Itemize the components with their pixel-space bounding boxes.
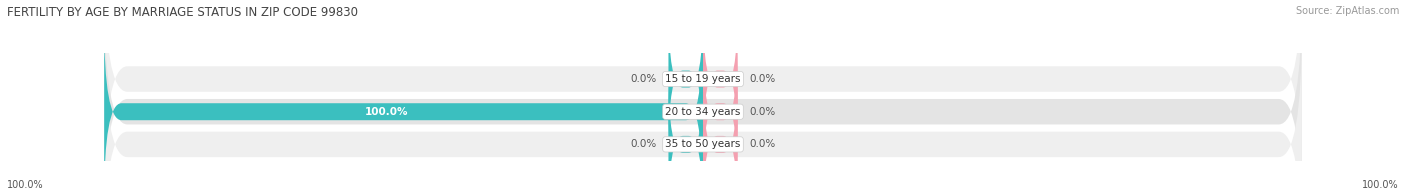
FancyBboxPatch shape xyxy=(668,6,703,152)
FancyBboxPatch shape xyxy=(703,39,738,185)
Text: 35 to 50 years: 35 to 50 years xyxy=(665,139,741,149)
FancyBboxPatch shape xyxy=(104,0,1302,196)
Text: 0.0%: 0.0% xyxy=(631,74,657,84)
FancyBboxPatch shape xyxy=(104,0,1302,196)
Text: FERTILITY BY AGE BY MARRIAGE STATUS IN ZIP CODE 99830: FERTILITY BY AGE BY MARRIAGE STATUS IN Z… xyxy=(7,6,359,19)
Text: 15 to 19 years: 15 to 19 years xyxy=(665,74,741,84)
Text: 20 to 34 years: 20 to 34 years xyxy=(665,107,741,117)
Text: 100.0%: 100.0% xyxy=(7,180,44,190)
FancyBboxPatch shape xyxy=(668,71,703,196)
Text: Source: ZipAtlas.com: Source: ZipAtlas.com xyxy=(1295,6,1399,16)
FancyBboxPatch shape xyxy=(104,26,1302,196)
Text: 0.0%: 0.0% xyxy=(749,107,775,117)
Text: 0.0%: 0.0% xyxy=(631,139,657,149)
FancyBboxPatch shape xyxy=(703,6,738,152)
Text: 0.0%: 0.0% xyxy=(749,139,775,149)
FancyBboxPatch shape xyxy=(703,71,738,196)
Text: 100.0%: 100.0% xyxy=(364,107,408,117)
Text: 100.0%: 100.0% xyxy=(1362,180,1399,190)
FancyBboxPatch shape xyxy=(104,22,703,196)
Text: 0.0%: 0.0% xyxy=(749,74,775,84)
